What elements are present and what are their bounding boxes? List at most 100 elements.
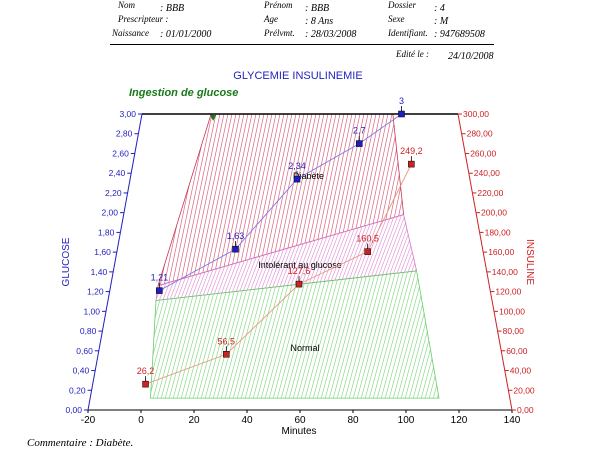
zone-normal-line (306, 270, 347, 399)
nom-value: : BBB (160, 3, 185, 14)
zone-intolerant-line (418, 205, 458, 311)
sexe-label: Sexe (388, 14, 405, 24)
x-tick-label: 40 (241, 415, 253, 426)
insuline-data-label: 56,5 (218, 336, 236, 346)
zone-diabete-line (221, 114, 263, 286)
y-left-tick-label: 0,20 (69, 385, 86, 395)
zone-diabete-line (177, 114, 219, 286)
y-axis-left-label: GLUCOSE (61, 237, 72, 286)
y-right-tick-label: 120,00 (495, 287, 521, 297)
prescripteur-label: Prescripteur : (118, 14, 169, 24)
x-tick-label: 20 (188, 415, 200, 426)
zone-intolerant-border (155, 214, 418, 301)
y-right-tick-label: 160,00 (488, 247, 514, 257)
zone-normal-line (298, 270, 339, 399)
zone-normal-line (354, 270, 395, 399)
zone-normal-line (282, 270, 323, 399)
y-left-tick-label: 3,00 (119, 109, 136, 119)
insuline-point (364, 248, 371, 255)
axes-layer: -20 0 20 40 60 80 100 120 1400,000,200,400,600,8… (65, 109, 534, 426)
zone-normal-line (102, 261, 142, 408)
zone-normal-line (314, 270, 355, 399)
y-axis-right-line (457, 113, 513, 411)
identifiant-label: Identifiant. (388, 28, 428, 38)
y-right-tick-label: 20,00 (513, 385, 535, 395)
comment: Commentaire : Diabète. (27, 437, 134, 449)
y-left-tick-label: 1,00 (83, 306, 100, 316)
zone-normal-line (414, 270, 440, 399)
zone-label-2: Normal (291, 343, 320, 353)
glucose-point (398, 110, 405, 118)
sexe-value: : M (434, 16, 449, 27)
zone-normal-line (294, 270, 335, 399)
zone-intolerant-line (106, 205, 146, 311)
zone-intolerant-line (99, 205, 139, 311)
x-axis-label: Minutes (281, 426, 316, 437)
y-left-tick-label: 2,00 (101, 208, 118, 218)
insuline-data-label: 160,5 (356, 234, 379, 244)
zone-normal-line (422, 270, 440, 399)
glucose-data-label: 1,63 (227, 231, 245, 241)
y-left-tick-label: 0,40 (73, 366, 90, 376)
zone-diabete-line (401, 114, 404, 286)
x-tick-label: 140 (504, 415, 521, 426)
y-left-tick-label: 0,00 (65, 405, 82, 415)
insuline-point (142, 380, 149, 388)
zone-normal-line (330, 270, 371, 399)
zone-normal-line (374, 270, 415, 399)
prenom-value: : BBB (305, 3, 330, 14)
zone-normal-line (370, 270, 411, 399)
glucose-point (156, 287, 163, 294)
x-tick-label: 100 (398, 415, 415, 426)
insuline-point (295, 280, 303, 288)
y-right-tick-label: 0,00 (517, 405, 534, 415)
zone-normal-line (274, 270, 315, 399)
zone-diabete-line (213, 114, 255, 286)
zones-layer: Diabète Intolérant au glucose Normal (94, 104, 482, 408)
glucose-point (232, 245, 239, 253)
y-axis-left-line (87, 113, 143, 411)
zone-intolerant-line (421, 205, 461, 311)
identifiant-value: : 947689508 (434, 29, 485, 40)
zone-normal-line (94, 261, 134, 408)
insuline-point (223, 351, 230, 358)
zone-normal-line (434, 270, 440, 399)
y-left-tick-label: 2,40 (109, 168, 126, 178)
insuline-data-label: 26,2 (137, 366, 155, 376)
zone-diabete-line (393, 114, 404, 286)
x-tick-label: 120 (451, 415, 468, 426)
zone-normal-line (346, 270, 387, 399)
zone-normal-line (442, 261, 482, 408)
series-layer: 1,21 1,63 2,34 2,7 3 26,2 56,5 127,6 160,5 249,2 (137, 96, 423, 388)
y-right-tick-label: 100,00 (499, 306, 525, 316)
zone-normal-line (366, 270, 407, 399)
zone-normal-line (290, 270, 331, 399)
zone-intolerant-line (155, 214, 161, 301)
zone-normal-line (362, 270, 403, 399)
zone-diabete-line (209, 114, 251, 286)
x-tick-label: 0 (138, 415, 144, 426)
zone-normal-line (438, 270, 440, 399)
zone-normal-line (302, 270, 343, 399)
y-left-tick-label: 1,80 (98, 227, 115, 237)
zone-normal-line (326, 270, 367, 399)
zone-intolerant-line (113, 205, 153, 311)
glucose-data-label: 2,34 (288, 161, 306, 171)
zone-normal-line (318, 270, 359, 399)
zone-intolerant-line (218, 214, 259, 301)
header-separator (110, 44, 494, 45)
zone-intolerant-line (425, 205, 465, 311)
zone-label-1: Intolérant au glucose (258, 260, 342, 270)
zone-normal-line (378, 270, 419, 399)
chart-title: GLYCEMIE INSULINEMIE (233, 70, 362, 82)
glucose-data-label: 3 (399, 96, 404, 106)
y-left-tick-label: 1,60 (94, 247, 111, 257)
zone-diabete-line (189, 114, 231, 286)
y-right-tick-label: 280,00 (467, 129, 493, 139)
y-right-tick-label: 220,00 (477, 188, 503, 198)
zone-diabete-line (406, 104, 446, 296)
age-value: : 8 Ans (305, 16, 334, 27)
y-right-tick-label: 80,00 (503, 326, 525, 336)
edite-value: 24/10/2008 (448, 51, 494, 62)
